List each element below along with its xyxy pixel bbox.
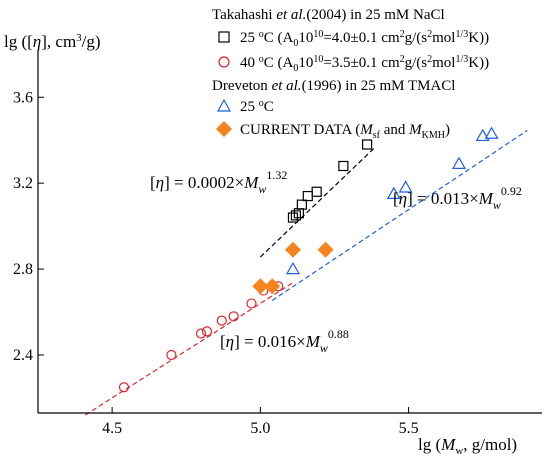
data-point-circle bbox=[228, 311, 239, 322]
y-tick-label: 3.2 bbox=[13, 175, 33, 192]
data-point-triangle bbox=[386, 186, 401, 200]
fit-line bbox=[259, 146, 377, 258]
data-point-circle bbox=[195, 328, 207, 339]
data-point-triangle bbox=[285, 261, 300, 275]
y-tick-label: 2.8 bbox=[13, 261, 33, 278]
fit-lines bbox=[85, 130, 528, 416]
axis-ticks: 4.5 5.0 5.5 2.4 2.8 3.2 3.6 bbox=[13, 89, 419, 437]
x-tick-label: 5.0 bbox=[250, 420, 270, 437]
data-point-diamond bbox=[252, 278, 269, 295]
data-point-circle bbox=[216, 315, 227, 326]
x-axis-label: lg (Mw, g/mol) bbox=[418, 435, 517, 457]
y-axis-label: lg ([η], cm3/g) bbox=[4, 32, 101, 51]
legend: Takahashi et al.(2004) in 25 mM NaCl 25 … bbox=[212, 7, 489, 141]
x-tick-label: 5.5 bbox=[399, 420, 419, 437]
legend-triangle-marker bbox=[216, 98, 232, 112]
data-point-circle bbox=[118, 382, 130, 393]
legend-group2-title: Dreveton et al.(1996) in 25 mM TMACl bbox=[212, 78, 455, 94]
legend-item-dreveton-25: 25 oC bbox=[240, 98, 274, 115]
legend-item-current-data: CURRENT DATA (Msf and MKMH) bbox=[240, 122, 450, 141]
fit-line bbox=[271, 130, 528, 301]
data-point-square bbox=[290, 210, 302, 221]
y-tick-label: 2.4 bbox=[13, 347, 33, 364]
legend-square-marker bbox=[218, 31, 230, 43]
data-point-circle bbox=[246, 298, 257, 309]
equation-black-fit: [η] = 0.0002×Mw1.32 bbox=[150, 168, 287, 196]
data-point-circle bbox=[201, 326, 213, 337]
data-point-square bbox=[302, 190, 313, 202]
legend-group1-title: Takahashi et al.(2004) in 25 mM NaCl bbox=[212, 7, 445, 23]
data-point-square bbox=[338, 160, 349, 172]
legend-circle-marker bbox=[218, 56, 230, 68]
data-point-diamond bbox=[264, 278, 281, 295]
data-point-square bbox=[311, 186, 322, 197]
x-tick-label: 4.5 bbox=[102, 420, 122, 437]
legend-diamond-marker bbox=[216, 121, 232, 137]
fit-line bbox=[85, 282, 294, 416]
data-point-triangle bbox=[484, 126, 499, 139]
data-point-square bbox=[296, 199, 307, 210]
legend-item-takahashi-25: 25 oC (A01010=4.0±0.1 cm2g/(s2mol1/3K)) bbox=[240, 29, 489, 49]
equation-blue-fit: [η] = 0.013×Mw0.92 bbox=[393, 184, 522, 212]
equation-red-fit: [η] = 0.016×Mw0.88 bbox=[220, 327, 349, 355]
data-point-diamond bbox=[317, 241, 334, 258]
data-point-triangle bbox=[398, 180, 413, 193]
data-point-triangle bbox=[451, 156, 467, 169]
data-point-diamond bbox=[284, 241, 301, 258]
y-tick-label: 3.6 bbox=[13, 89, 33, 106]
data-point-circle bbox=[166, 349, 177, 361]
legend-item-takahashi-40: 40 oC (A01010=3.5±0.1 cm2g/(s2mol1/3K)) bbox=[240, 54, 489, 74]
data-point-square bbox=[361, 139, 373, 150]
data-points bbox=[118, 126, 499, 393]
data-point-triangle bbox=[475, 128, 490, 142]
